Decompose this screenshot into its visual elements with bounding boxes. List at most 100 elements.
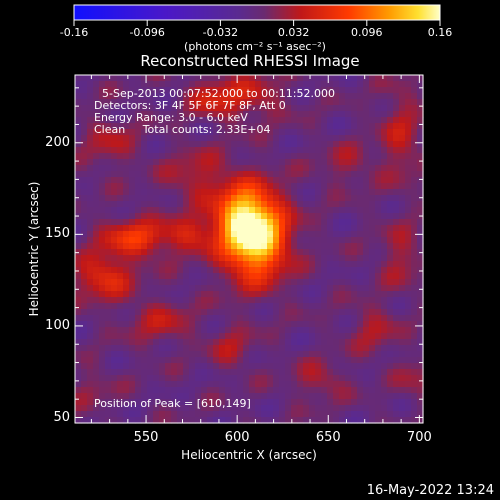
heatmap-cell <box>231 81 238 88</box>
heatmap-cell <box>327 405 334 412</box>
heatmap-cell <box>243 405 250 412</box>
heatmap-cell <box>333 285 340 292</box>
heatmap-cell <box>123 351 130 358</box>
heatmap-cell <box>255 303 262 310</box>
heatmap-cell <box>393 105 400 112</box>
heatmap-cell <box>207 369 214 376</box>
heatmap-cell <box>399 363 406 370</box>
heatmap-cell <box>333 159 340 166</box>
heatmap-cell <box>405 303 412 310</box>
heatmap-cell <box>327 117 334 124</box>
heatmap-cell <box>369 123 376 130</box>
heatmap-cell <box>123 387 130 394</box>
heatmap-cell <box>105 303 112 310</box>
heatmap-cell <box>387 75 394 82</box>
heatmap-cell <box>123 297 130 304</box>
heatmap-cell <box>207 417 214 424</box>
heatmap-cell <box>81 303 88 310</box>
heatmap-cell <box>321 117 328 124</box>
heatmap-cell <box>375 381 382 388</box>
heatmap-cell <box>249 375 256 382</box>
heatmap-cell <box>309 297 316 304</box>
heatmap-cell <box>375 363 382 370</box>
heatmap-cell <box>159 147 166 154</box>
heatmap-cell <box>93 189 100 196</box>
heatmap-cell <box>405 249 412 256</box>
heatmap-cell <box>357 315 364 322</box>
heatmap-cell <box>279 279 286 286</box>
heatmap-cell <box>189 375 196 382</box>
heatmap-cell <box>417 171 424 178</box>
heatmap-cell <box>159 105 166 112</box>
heatmap-cell <box>297 351 304 358</box>
heatmap-cell <box>237 285 244 292</box>
heatmap-cell <box>291 99 298 106</box>
heatmap-cell <box>225 183 232 190</box>
heatmap-cell <box>231 243 238 250</box>
heatmap-cell <box>195 381 202 388</box>
heatmap-cell <box>327 93 334 100</box>
heatmap-cell <box>327 399 334 406</box>
heatmap-cell <box>339 417 346 424</box>
heatmap-cell <box>111 261 118 268</box>
heatmap-cell <box>231 339 238 346</box>
heatmap-cell <box>381 153 388 160</box>
heatmap-cell <box>381 135 388 142</box>
heatmap-cell <box>123 135 130 142</box>
heatmap-cell <box>153 309 160 316</box>
heatmap-cell <box>285 243 292 250</box>
heatmap-cell <box>87 111 94 118</box>
heatmap-cell <box>351 291 358 298</box>
heatmap-cell <box>141 129 148 136</box>
heatmap-cell <box>249 177 256 184</box>
heatmap-cell <box>159 381 166 388</box>
heatmap-cell <box>291 321 298 328</box>
heatmap-cell <box>411 297 418 304</box>
heatmap-cell <box>315 99 322 106</box>
heatmap-cell <box>201 123 208 130</box>
heatmap-cell <box>183 87 190 94</box>
heatmap-cell <box>333 123 340 130</box>
heatmap-cell <box>369 117 376 124</box>
heatmap-cell <box>399 171 406 178</box>
heatmap-cell <box>273 225 280 232</box>
heatmap-cell <box>129 177 136 184</box>
heatmap-cell <box>231 351 238 358</box>
heatmap-cell <box>99 237 106 244</box>
heatmap-cell <box>189 141 196 148</box>
heatmap-cell <box>291 327 298 334</box>
heatmap-cell <box>207 153 214 160</box>
heatmap-cell <box>243 393 250 400</box>
heatmap-cell <box>111 405 118 412</box>
heatmap-cell <box>273 93 280 100</box>
heatmap-cell <box>255 411 262 418</box>
heatmap-cell <box>129 273 136 280</box>
heatmap-cell <box>93 417 100 424</box>
heatmap-cell <box>111 411 118 418</box>
heatmap-cell <box>351 339 358 346</box>
heatmap-cell <box>99 375 106 382</box>
heatmap-cell <box>267 183 274 190</box>
heatmap-cell <box>123 261 130 268</box>
heatmap-cell <box>117 339 124 346</box>
heatmap-cell <box>261 285 268 292</box>
heatmap-cell <box>81 141 88 148</box>
heatmap-cell <box>309 81 316 88</box>
heatmap-cell <box>351 303 358 310</box>
heatmap-cell <box>309 243 316 250</box>
heatmap-cell <box>207 387 214 394</box>
heatmap-cell <box>255 237 262 244</box>
heatmap-cell <box>201 255 208 262</box>
heatmap-cell <box>315 273 322 280</box>
heatmap-cell <box>87 153 94 160</box>
heatmap-cell <box>159 117 166 124</box>
heatmap-cell <box>135 399 142 406</box>
x-axis-title: Heliocentric X (arcsec) <box>181 448 317 462</box>
heatmap-cell <box>93 123 100 130</box>
heatmap-cell <box>297 159 304 166</box>
heatmap-cell <box>189 207 196 214</box>
heatmap-cell <box>411 171 418 178</box>
heatmap-cell <box>219 105 226 112</box>
heatmap-cell <box>267 207 274 214</box>
heatmap-cell <box>129 183 136 190</box>
